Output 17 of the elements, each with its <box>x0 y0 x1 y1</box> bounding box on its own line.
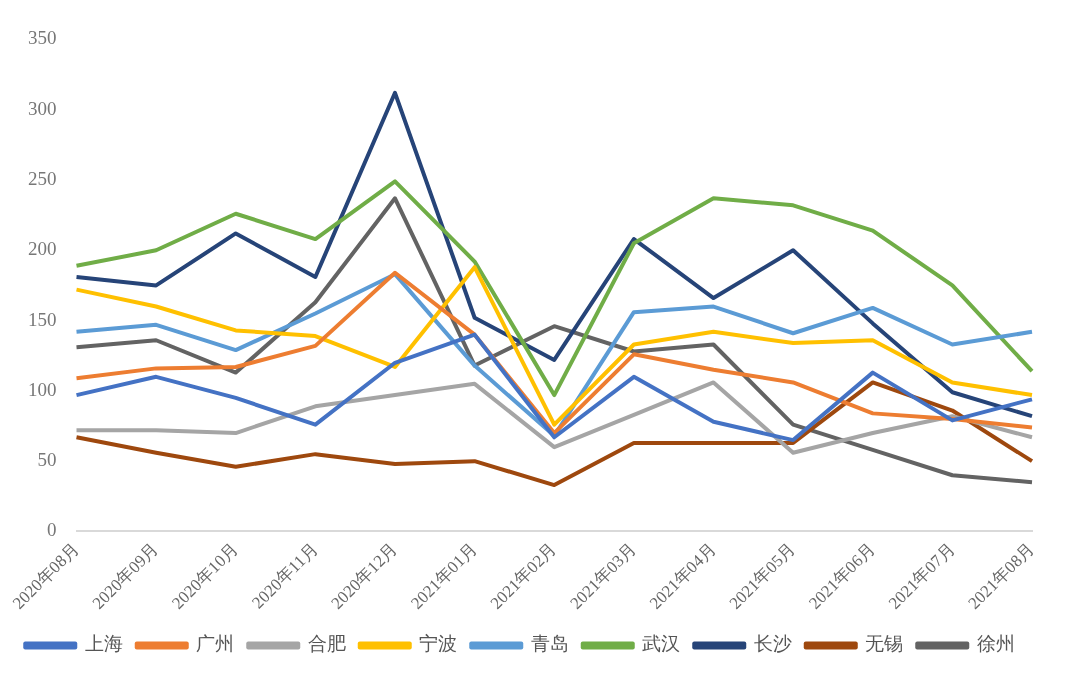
y-tick-label: 350 <box>28 27 57 49</box>
legend-label: 无锡 <box>865 633 904 655</box>
y-tick-label: 50 <box>37 449 57 471</box>
y-tick-label: 100 <box>28 378 57 400</box>
y-tick-label: 300 <box>28 97 57 119</box>
legend-label: 武汉 <box>642 633 681 655</box>
y-tick-label: 200 <box>28 238 57 260</box>
y-tick-label: 150 <box>28 308 57 330</box>
legend-label: 广州 <box>196 633 235 655</box>
legend-label: 宁波 <box>419 633 458 655</box>
legend-label: 上海 <box>84 633 123 655</box>
legend-label: 青岛 <box>530 633 569 655</box>
y-tick-label: 250 <box>28 167 57 189</box>
legend-label: 长沙 <box>753 633 792 655</box>
legend-label: 合肥 <box>307 633 346 655</box>
y-tick-label: 0 <box>47 519 57 541</box>
legend-label: 徐州 <box>976 633 1015 655</box>
